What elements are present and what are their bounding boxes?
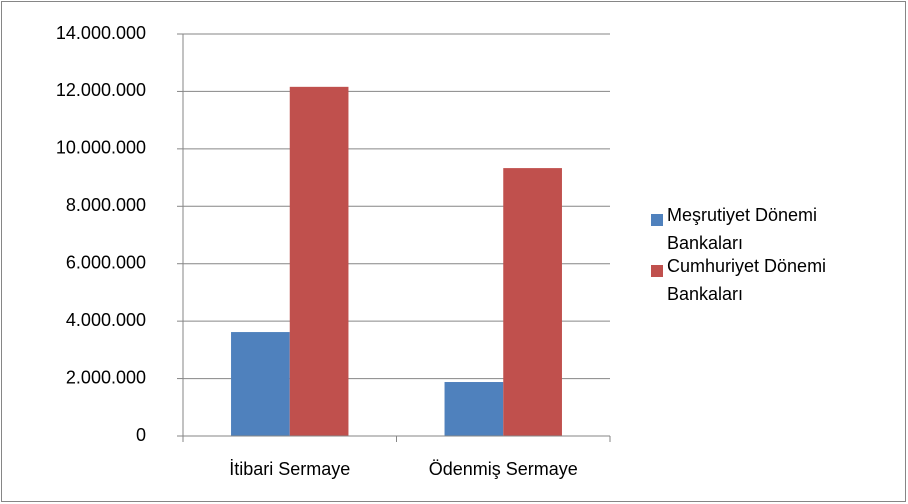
- y-tick-label: 8.000.000: [66, 195, 146, 215]
- y-tick-label: 10.000.000: [56, 138, 146, 158]
- legend-label: Meşrutiyet Dönemi Bankaları: [667, 205, 818, 253]
- bar: [231, 332, 290, 436]
- y-tick-label: 2.000.000: [66, 367, 146, 387]
- legend-swatch: [651, 214, 663, 226]
- y-tick-label: 14.000.000: [56, 23, 146, 43]
- bar: [444, 382, 504, 436]
- legend-entry: Meşrutiyet Dönemi Bankaları: [667, 205, 818, 253]
- bar: [289, 86, 349, 436]
- y-tick-label: 12.000.000: [56, 80, 146, 100]
- y-tick-label: 4.000.000: [66, 310, 146, 330]
- x-tick-label: İtibari Sermaye: [229, 459, 350, 479]
- x-tick-label: Ödenmiş Sermaye: [429, 459, 578, 479]
- legend-label: Cumhuriyet Dönemi Bankaları: [667, 256, 827, 304]
- y-tick-label: 0: [136, 425, 146, 445]
- bar: [503, 168, 562, 437]
- legend-swatch: [651, 265, 663, 277]
- legend-entry: Cumhuriyet Dönemi Bankaları: [667, 256, 827, 304]
- y-tick-label: 6.000.000: [66, 252, 146, 272]
